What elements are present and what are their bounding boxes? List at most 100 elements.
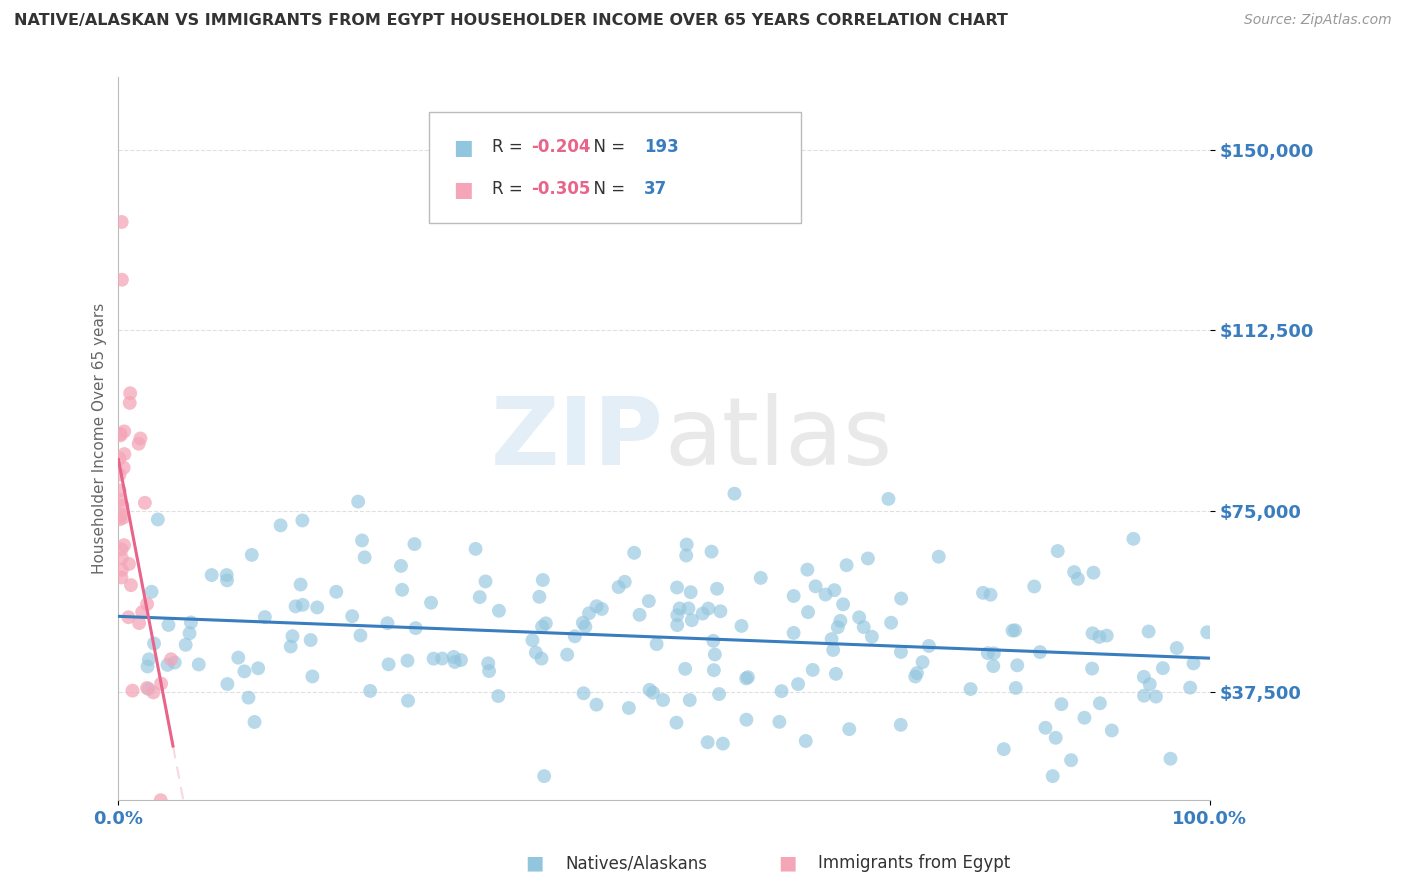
Point [349, 628, 371, 642]
Point [1004, 681, 1026, 695]
Point [572, 615, 595, 630]
Point [1001, 624, 1024, 638]
Point [735, 672, 758, 686]
Point [643, 686, 665, 700]
Point [405, 621, 427, 635]
Point [1042, 769, 1064, 783]
Point [325, 584, 347, 599]
Point [564, 629, 586, 643]
Point [665, 715, 688, 730]
Point [201, 568, 224, 582]
Point [108, 451, 131, 466]
Point [110, 508, 132, 522]
Point [531, 573, 554, 587]
Point [128, 616, 150, 631]
Point [823, 643, 845, 657]
Point [120, 386, 142, 401]
Point [377, 657, 399, 672]
Point [1159, 752, 1181, 766]
Text: N =: N = [583, 180, 631, 198]
Point [253, 610, 276, 624]
Point [959, 681, 981, 696]
Point [111, 273, 134, 287]
Point [574, 619, 596, 633]
Point [121, 683, 143, 698]
Point [709, 604, 731, 618]
Point [443, 649, 465, 664]
Point [835, 558, 858, 573]
Point [860, 630, 883, 644]
Point [1035, 721, 1057, 735]
Point [111, 499, 134, 513]
Point [804, 579, 827, 593]
Point [801, 663, 824, 677]
Point [474, 574, 496, 589]
Point [389, 558, 412, 573]
Point [711, 737, 734, 751]
Point [108, 493, 131, 508]
Point [110, 428, 132, 442]
Point [215, 568, 238, 582]
Point [652, 693, 675, 707]
Point [628, 607, 651, 622]
Point [825, 666, 848, 681]
Point [110, 427, 132, 442]
Point [226, 650, 249, 665]
Point [666, 618, 689, 632]
Point [794, 734, 817, 748]
Point [617, 701, 640, 715]
Point [1101, 723, 1123, 738]
Point [981, 659, 1004, 673]
Point [108, 467, 131, 482]
Text: 193: 193 [644, 138, 679, 156]
Point [823, 583, 845, 598]
Text: R =: R = [492, 180, 529, 198]
Point [534, 616, 557, 631]
Point [420, 596, 443, 610]
Point [679, 693, 702, 707]
Point [796, 563, 818, 577]
Point [856, 551, 879, 566]
Point [136, 659, 159, 673]
Point [247, 661, 270, 675]
Point [143, 636, 166, 650]
Point [623, 546, 645, 560]
Point [522, 633, 544, 648]
Point [1182, 657, 1205, 671]
Point [118, 557, 141, 571]
Text: N =: N = [583, 138, 631, 156]
Point [233, 665, 256, 679]
Point [157, 618, 180, 632]
Point [645, 637, 668, 651]
Point [668, 601, 690, 615]
Point [706, 582, 728, 596]
Point [977, 646, 1000, 660]
Point [156, 657, 179, 672]
Point [404, 537, 426, 551]
Point [299, 633, 322, 648]
Point [1152, 661, 1174, 675]
Point [112, 447, 135, 461]
Point [1004, 624, 1026, 638]
Point [284, 599, 307, 614]
Point [1178, 681, 1201, 695]
Point [820, 632, 842, 646]
Point [1024, 579, 1046, 593]
Point [787, 677, 810, 691]
Point [890, 718, 912, 732]
Point [697, 601, 720, 615]
Point [396, 694, 419, 708]
Point [1139, 677, 1161, 691]
Point [396, 654, 419, 668]
Point [524, 646, 547, 660]
Point [848, 610, 870, 624]
Point [281, 629, 304, 643]
Point [637, 594, 659, 608]
Point [1063, 565, 1085, 579]
Y-axis label: Householder Income Over 65 years: Householder Income Over 65 years [93, 303, 107, 574]
Point [391, 582, 413, 597]
Point [118, 396, 141, 410]
Point [1073, 711, 1095, 725]
Point [1045, 731, 1067, 745]
Point [983, 646, 1005, 660]
